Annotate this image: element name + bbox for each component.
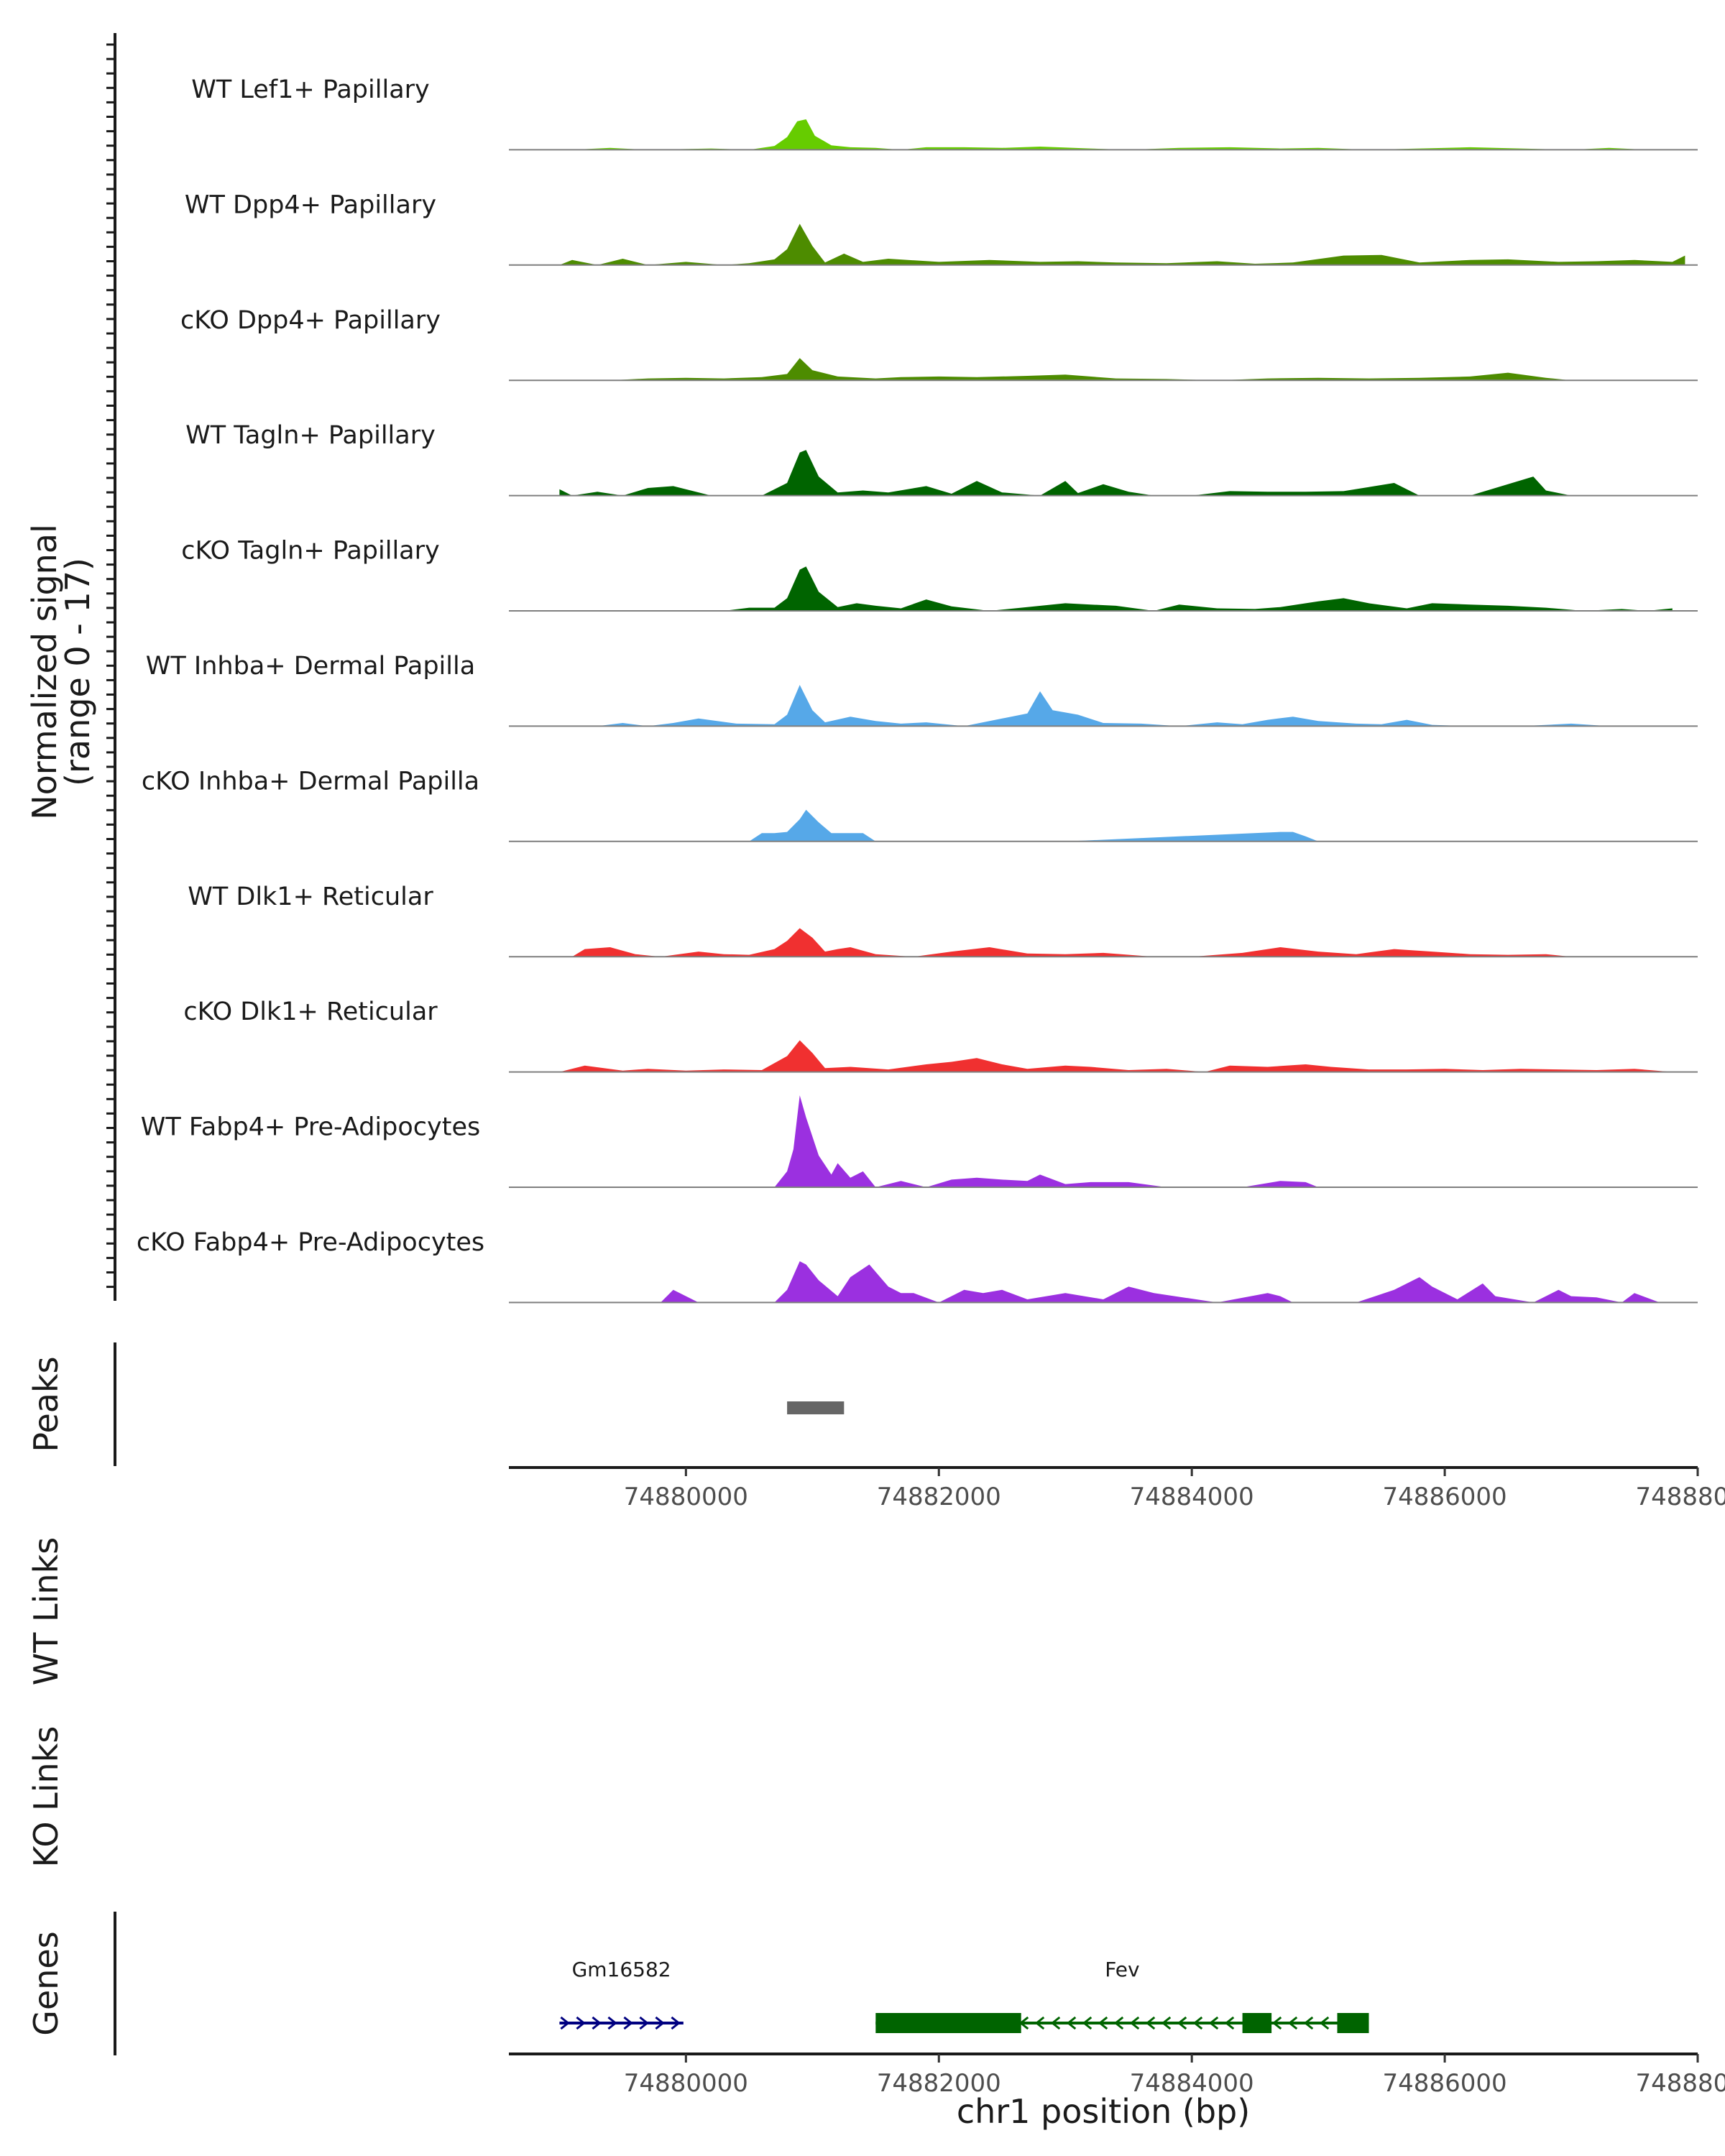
x-bottom-tick-label: 74884000 — [1130, 2069, 1254, 2098]
peaks-label: Peaks — [27, 1356, 65, 1452]
track-0: WT Lef1+ Papillary — [191, 75, 1698, 151]
gene-exon — [1242, 2013, 1272, 2033]
track-label: cKO Tagln+ Papillary — [181, 537, 440, 566]
x-bottom-tick-label: 74886000 — [1383, 2069, 1507, 2098]
coverage-area — [724, 566, 1673, 611]
track-9: WT Fabp4+ Pre-Adipocytes — [141, 1095, 1698, 1188]
strand-arrow — [671, 2016, 681, 2030]
gene-exon — [875, 2013, 1021, 2033]
coverage-y-ticks — [106, 43, 115, 1289]
track-7: WT Dlk1+ Reticular — [188, 883, 1698, 958]
coverage-area — [749, 809, 1319, 842]
strand-arrow — [1050, 2016, 1061, 2030]
track-label: WT Dpp4+ Papillary — [185, 190, 436, 219]
track-label: cKO Inhba+ Dermal Papilla — [142, 767, 479, 796]
gene-Fev: Fev — [875, 1958, 1369, 2033]
gene-name: Fev — [1105, 1958, 1139, 1981]
strand-arrow — [1177, 2016, 1187, 2030]
strand-arrow — [655, 2016, 665, 2030]
track-label: cKO Fabp4+ Pre-Adipocytes — [137, 1228, 484, 1257]
wt-links-label: WT Links — [27, 1537, 65, 1685]
strand-arrow — [1066, 2016, 1077, 2030]
strand-arrow — [1208, 2016, 1219, 2030]
coverage-area — [559, 1040, 1673, 1072]
peaks-track — [787, 1401, 845, 1414]
coverage-area — [572, 119, 1647, 150]
x-bottom-tick-label: 74888000 — [1635, 2069, 1725, 2098]
genes-label: Genes — [27, 1931, 65, 2035]
coverage-area — [597, 685, 1609, 727]
coverage-area — [648, 1261, 1660, 1303]
track-5: WT Inhba+ Dermal Papilla — [146, 652, 1698, 727]
coverage-area — [559, 224, 1685, 265]
strand-arrow — [1034, 2016, 1045, 2030]
x-bottom-tick-label: 74882000 — [877, 2069, 1001, 2098]
strand-arrow — [1082, 2016, 1092, 2030]
track-label: WT Dlk1+ Reticular — [188, 883, 433, 911]
track-label: WT Inhba+ Dermal Papilla — [146, 652, 475, 681]
strand-arrow — [1098, 2016, 1108, 2030]
track-3: WT Tagln+ Papillary — [185, 421, 1698, 497]
track-6: cKO Inhba+ Dermal Papilla — [142, 767, 1698, 842]
x-top-tick-label: 74888000 — [1635, 1483, 1725, 1511]
x-top-tick-label: 74884000 — [1130, 1483, 1254, 1511]
strand-arrow — [592, 2016, 602, 2030]
strand-arrow — [607, 2016, 617, 2030]
gene-name: Gm16582 — [572, 1958, 671, 1981]
strand-arrow — [1161, 2016, 1172, 2030]
track-2: cKO Dpp4+ Papillary — [180, 306, 1698, 382]
strand-arrow — [623, 2016, 633, 2030]
strand-arrow — [1224, 2016, 1235, 2030]
coverage-area — [572, 928, 1571, 957]
strand-arrow — [1192, 2016, 1203, 2030]
strand-arrow — [1319, 2016, 1330, 2030]
strand-arrow — [1287, 2016, 1298, 2030]
x-top-tick-label: 74886000 — [1383, 1483, 1507, 1511]
strand-arrow — [560, 2016, 570, 2030]
coverage-tracks: WT Lef1+ Papillary WT Dpp4+ Papillary cKO … — [137, 75, 1698, 1304]
genes-track: Gm16582 Fev — [559, 1958, 1369, 2033]
coverage-y-title-line2: (range 0 - 17) — [58, 558, 97, 786]
coverage-y-title-line1: Normalized signal — [25, 524, 64, 820]
x-axis-bottom-ticks: 74880000 74882000 74884000 74886000 74888000 — [624, 2054, 1725, 2098]
strand-arrow — [1129, 2016, 1140, 2030]
gene-exon — [1337, 2013, 1369, 2033]
x-top-tick-label: 74880000 — [624, 1483, 748, 1511]
track-8: cKO Dlk1+ Reticular — [183, 998, 1698, 1073]
coverage-area — [559, 450, 1571, 496]
strand-arrow — [639, 2016, 649, 2030]
coverage-area — [610, 358, 1571, 381]
strand-arrow — [1271, 2016, 1282, 2030]
gene-Gm16582: Gm16582 — [559, 1958, 684, 2030]
x-bottom-tick-label: 74880000 — [624, 2069, 748, 2098]
track-label: cKO Dlk1+ Reticular — [183, 998, 438, 1026]
strand-arrow — [1145, 2016, 1156, 2030]
strand-arrow — [1113, 2016, 1124, 2030]
track-4: cKO Tagln+ Papillary — [181, 537, 1698, 612]
strand-arrow — [576, 2016, 586, 2030]
x-axis-top-ticks: 74880000 74882000 74884000 74886000 74888000 — [624, 1468, 1725, 1511]
track-label: cKO Dpp4+ Papillary — [180, 306, 441, 335]
ko-links-label: KO Links — [27, 1726, 65, 1868]
track-10: cKO Fabp4+ Pre-Adipocytes — [137, 1228, 1698, 1304]
track-label: WT Tagln+ Papillary — [185, 421, 436, 450]
x-axis-title: chr1 position (bp) — [957, 2092, 1250, 2131]
coverage-area — [761, 1095, 1319, 1187]
strand-arrow — [1303, 2016, 1314, 2030]
peak-region — [787, 1401, 845, 1414]
track-1: WT Dpp4+ Papillary — [185, 190, 1698, 266]
track-label: WT Fabp4+ Pre-Adipocytes — [141, 1113, 480, 1142]
x-top-tick-label: 74882000 — [877, 1483, 1001, 1511]
track-label: WT Lef1+ Papillary — [191, 75, 430, 104]
